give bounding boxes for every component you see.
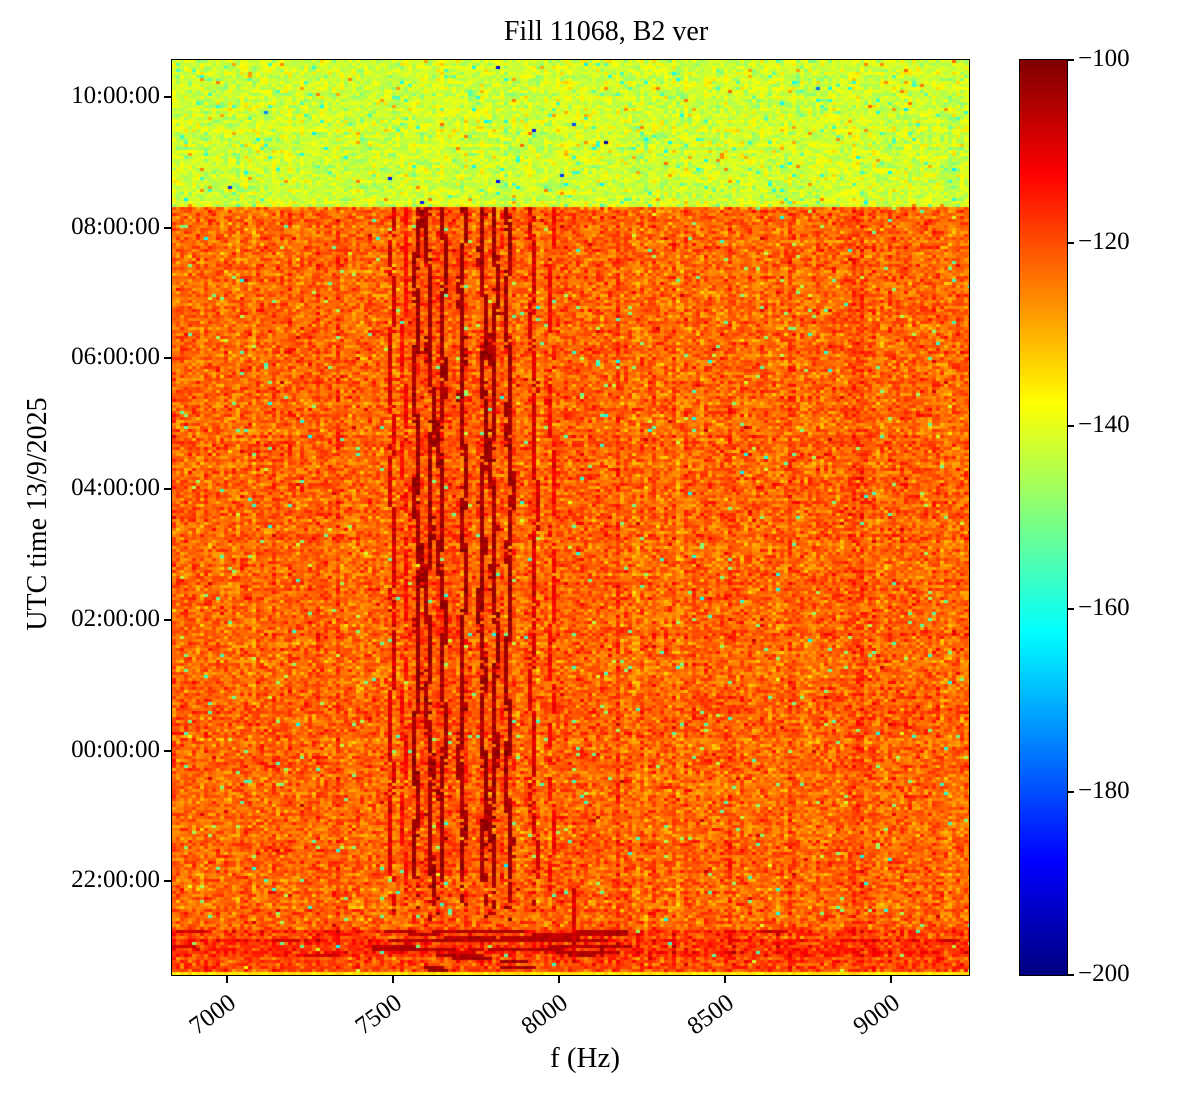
y-tick-label: 06:00:00: [71, 343, 160, 371]
y-tick-label: 02:00:00: [71, 604, 160, 632]
colorbar-tick: [1067, 608, 1074, 610]
y-tick: [164, 749, 172, 752]
y-tick: [164, 226, 172, 229]
y-tick: [164, 95, 172, 98]
x-tick: [226, 975, 229, 983]
colorbar-tick: [1067, 425, 1074, 427]
x-tick: [558, 975, 561, 983]
y-tick-label: 22:00:00: [71, 866, 160, 894]
colorbar-tick-label: −180: [1078, 777, 1130, 804]
y-tick: [164, 880, 172, 883]
y-tick-label: 10:00:00: [71, 81, 160, 109]
y-tick: [164, 488, 172, 491]
y-tick-label: 08:00:00: [71, 212, 160, 240]
colorbar-tick-label: −120: [1078, 228, 1130, 255]
spectrogram-heatmap: [172, 60, 970, 975]
colorbar-tick-label: −160: [1078, 594, 1130, 621]
colorbar-tick: [1067, 791, 1074, 793]
colorbar-tick: [1067, 242, 1074, 244]
y-axis-label: UTC time 13/9/2025: [22, 397, 53, 631]
colorbar-tick: [1067, 59, 1074, 61]
colorbar-tick-label: −100: [1078, 45, 1130, 72]
x-tick: [723, 975, 726, 983]
y-tick: [164, 357, 172, 360]
colorbar-border: [1019, 59, 1068, 976]
y-tick-label: 00:00:00: [71, 735, 160, 763]
colorbar-tick: [1067, 974, 1074, 976]
x-tick: [392, 975, 395, 983]
colorbar-gradient: [1020, 60, 1067, 975]
y-tick-label: 04:00:00: [71, 474, 160, 502]
colorbar-tick-label: −140: [1078, 411, 1130, 438]
chart-title: Fill 11068, B2 ver: [503, 16, 709, 47]
colorbar-tick-label: −200: [1078, 960, 1130, 987]
y-tick: [164, 618, 172, 621]
x-tick: [889, 975, 892, 983]
x-axis-label: f (Hz): [549, 1042, 621, 1074]
plot-border: [171, 59, 970, 976]
